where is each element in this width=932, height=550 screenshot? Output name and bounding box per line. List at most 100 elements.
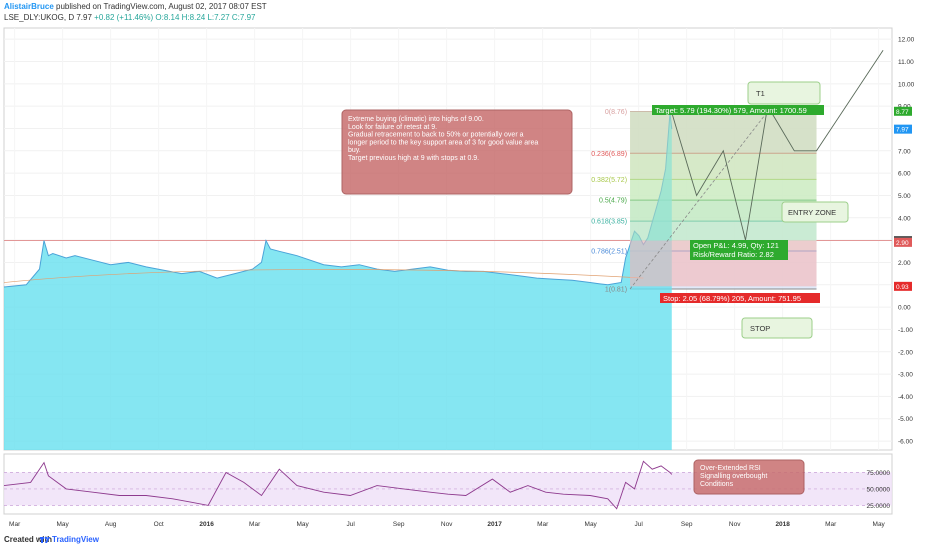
- y-tick-label: 12.00: [898, 37, 915, 44]
- rsi-indicator: 75.0000 50.0000 25.0000 Over-Extended RSISi…: [3, 459, 892, 510]
- author-link[interactable]: AlistairBruce: [4, 2, 54, 11]
- x-tick-label: Mar: [537, 521, 549, 528]
- y-tick-label: 10.00: [898, 81, 915, 88]
- main-note-text-line: Look for failure of retest at 9.: [348, 124, 437, 131]
- main-note-box: [341, 109, 573, 195]
- chart-header: AlistairBruce published on TradingView.c…: [0, 0, 932, 26]
- x-tick-label: May: [297, 521, 310, 528]
- stop-label: Stop: 2.05 (68.79%) 205, Amount: 751.95: [663, 294, 801, 303]
- t1-box: [747, 81, 821, 105]
- x-tick-label: May: [873, 521, 886, 528]
- y-tick-label: 6.00: [898, 171, 911, 178]
- x-tick-label: Aug: [105, 521, 117, 528]
- price-tag: [894, 237, 912, 247]
- entry-zone-box: [781, 201, 849, 223]
- rsi-tick-label: 25.0000: [867, 503, 891, 510]
- fib-level-label: 0.618(3.85): [591, 219, 627, 226]
- main-note-text-line: buy.: [348, 147, 361, 154]
- stop-box: [741, 317, 813, 339]
- stop-note-label: STOP: [750, 324, 770, 333]
- fib-level-label: 0.786(2.51): [591, 249, 627, 256]
- fib-labels: 0(8.76) 0.236(6.89) 0.382(5.72) 0.5(4.79) 0.…: [591, 109, 627, 294]
- created-with-text: Created with: [4, 535, 53, 544]
- fib-level-label: 0.382(5.72): [591, 177, 627, 184]
- x-tick-label: May: [57, 521, 70, 528]
- rsi-tick-label: 50.0000: [867, 486, 891, 493]
- main-note-text-line: longer period to the key support area of…: [348, 139, 538, 146]
- x-axis: Mar May Aug Oct 2016 Mar May Jul Sep Nov 2017 Mar Ma…: [9, 521, 886, 528]
- y-tick-label: 4.00: [898, 215, 911, 222]
- entry-zone-label: ENTRY ZONE: [788, 208, 836, 217]
- moving-average-line: [3, 269, 644, 283]
- x-tick-label: 2018: [775, 521, 790, 528]
- target-label-bg: [652, 105, 824, 115]
- price-chart[interactable]: 0(8.76) 0.236(6.89) 0.382(5.72) 0.5(4.79) 0.…: [0, 26, 932, 530]
- main-note-text-line: Extreme buying (climatic) into highs of …: [348, 116, 484, 123]
- rsi-note-text-line: Signalling overbought: [700, 473, 767, 480]
- fib-trend-line: [629, 111, 768, 290]
- y-tick-label: 5.00: [898, 193, 911, 200]
- x-tick-label: Jul: [347, 521, 356, 528]
- x-tick-label: Sep: [681, 521, 693, 528]
- y-tick-label: -1.00: [898, 327, 913, 334]
- fib-level-label: 1(0.81): [605, 287, 627, 294]
- y-tick-label: -4.00: [898, 394, 913, 401]
- price-tag: [894, 124, 912, 134]
- open-pl-text-line: Open P&L: 4.99, Qty: 121: [693, 241, 779, 250]
- publish-line: AlistairBruce published on TradingView.c…: [4, 2, 267, 11]
- y-tick-label: 2.00: [898, 260, 911, 267]
- price-tag: [894, 281, 912, 291]
- x-tick-label: Jul: [635, 521, 644, 528]
- main-note-text-line: Gradual retracement to back to 50% or po…: [348, 132, 524, 139]
- x-tick-label: Mar: [249, 521, 261, 528]
- x-tick-label: Nov: [729, 521, 741, 528]
- price-tag-label: 7.97: [896, 127, 909, 134]
- price-tag-label: 2.90: [896, 240, 909, 247]
- rsi-note-text-line: Conditions: [700, 481, 734, 488]
- price-area-fill: [4, 112, 672, 451]
- rsi-note-text-line: Over-Extended RSI: [700, 465, 761, 472]
- fib-level-label: 0.5(4.79): [599, 198, 627, 205]
- price-tag-label: 0.93: [896, 284, 909, 291]
- x-tick-label: Oct: [154, 521, 164, 528]
- price-tag-label: 8.77: [896, 109, 909, 116]
- x-tick-label: 2017: [487, 521, 502, 528]
- x-tick-label: May: [585, 521, 598, 528]
- t1-label: T1: [756, 89, 765, 98]
- x-tick-label: Sep: [393, 521, 405, 528]
- tradingview-brand[interactable]: TradingView: [52, 535, 99, 544]
- symbol-label: LSE_DLY:UKOG, D: [4, 13, 75, 22]
- price-change: +0.82 (+11.46%): [94, 13, 154, 22]
- fib-level-label: 0.236(6.89): [591, 151, 627, 158]
- fib-level-label: 0(8.76): [605, 109, 627, 116]
- ohlc-values: O:8.14 H:8.24 L:7.27 C:7.97: [155, 13, 256, 22]
- rsi-tick-label: 75.0000: [867, 470, 891, 477]
- y-tick-label: 7.00: [898, 148, 911, 155]
- y-tick-label: -3.00: [898, 372, 913, 379]
- rsi-line: [3, 460, 673, 510]
- y-tick-label: -6.00: [898, 439, 913, 446]
- symbol-line: LSE_DLY:UKOG, D 7.97 +0.82 (+11.46%) O:8…: [4, 13, 255, 22]
- y-tick-label: -5.00: [898, 416, 913, 423]
- x-tick-label: Nov: [441, 521, 453, 528]
- stop-label-bg: [660, 293, 820, 303]
- price-tags: 8.777.972.982.900.93: [894, 106, 912, 291]
- x-tick-label: 2016: [199, 521, 214, 528]
- x-tick-label: Mar: [825, 521, 837, 528]
- open-pl-bg: [690, 240, 788, 260]
- target-label: Target: 5.79 (194.30%) 579, Amount: 1700…: [655, 106, 807, 115]
- trade-box: [629, 111, 817, 290]
- y-tick-label: 11.00: [898, 59, 914, 66]
- tradingview-logo-icon: [40, 536, 50, 543]
- main-note-text: Extreme buying (climatic) into highs of …: [348, 116, 538, 162]
- open-pl-text-line: Risk/Reward Ratio: 2.82: [693, 250, 774, 259]
- main-note-text-line: Target previous high at 9 with stops at …: [348, 155, 479, 162]
- rsi-note-box: [693, 459, 805, 495]
- footer: Created with TradingView: [0, 530, 932, 550]
- last-price: 7.97: [76, 13, 92, 22]
- y-tick-label: -2.00: [898, 349, 913, 356]
- projection-path: [671, 50, 884, 241]
- projected-move-line: [671, 50, 884, 241]
